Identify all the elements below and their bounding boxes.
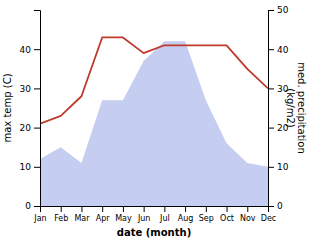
tick: Jun: [137, 206, 151, 223]
tick-label: 40: [277, 45, 289, 55]
tick-label: 0: [25, 201, 31, 211]
tick: 10: [20, 162, 40, 172]
chart: JanFebMarAprMayJunJulAugSepOctNovDec0102…: [0, 0, 318, 242]
tick-label: 30: [20, 84, 32, 94]
tick-label: Nov: [240, 214, 256, 223]
area: [40, 41, 268, 206]
tick-mark: [268, 128, 274, 129]
tick-mark: [227, 206, 228, 212]
axis-line: [269, 11, 275, 207]
tick-label: Oct: [220, 214, 234, 223]
tick: 20: [20, 123, 40, 133]
tick-label: Jul: [159, 214, 170, 223]
tick-label: Mar: [74, 214, 90, 223]
tick: Oct: [220, 206, 234, 223]
y2-axis-title: med. precipitation(kg/m2): [285, 62, 308, 154]
tick-mark: [206, 206, 207, 212]
tick-label: Dec: [261, 214, 276, 223]
tick-label: Feb: [54, 214, 68, 223]
tick-mark: [268, 88, 274, 89]
tick: Feb: [54, 206, 68, 223]
tick-mark: [185, 206, 186, 212]
plot-area: JanFebMarAprMayJunJulAugSepOctNovDec0102…: [20, 5, 289, 222]
x-axis-title: date (month): [117, 227, 191, 238]
tick-label: 0: [277, 201, 283, 211]
tick: 30: [20, 84, 40, 94]
y-axis-title: max temp (C): [2, 73, 13, 142]
tick-mark: [268, 49, 274, 50]
tick-label: 50: [277, 5, 289, 15]
tick: 0: [268, 201, 283, 211]
tick-mark: [34, 49, 40, 50]
tick-mark: [268, 206, 274, 207]
tick-mark: [34, 128, 40, 129]
tick-label: Jan: [33, 214, 46, 223]
tick-mark: [144, 206, 145, 212]
line: [40, 37, 268, 123]
tick-mark: [268, 10, 274, 11]
tick: Sep: [199, 206, 214, 223]
tick-mark: [102, 206, 103, 212]
tick: Apr: [96, 206, 111, 223]
tick-mark: [34, 206, 40, 207]
tick: Nov: [240, 206, 256, 223]
tick-mark: [247, 206, 248, 212]
tick-mark: [123, 206, 124, 212]
tick: May: [115, 206, 132, 223]
tick: 40: [268, 45, 289, 55]
tick-mark: [164, 206, 165, 212]
tick: Jan: [33, 206, 46, 223]
tick-label: 20: [20, 123, 32, 133]
y2-axis-title-line: (kg/m2): [285, 88, 296, 128]
tick-mark: [61, 206, 62, 212]
tick: Aug: [178, 206, 194, 223]
tick-label: 10: [20, 162, 32, 172]
tick-label: Jun: [137, 214, 151, 223]
tick: Jul: [159, 206, 170, 223]
tick: Mar: [74, 206, 90, 223]
tick-mark: [34, 167, 40, 168]
tick-mark: [34, 88, 40, 89]
y-axis: 0 10 20 30 40: [20, 11, 41, 212]
tick-label: 10: [277, 162, 289, 172]
marks: [40, 37, 268, 206]
tick-label: Sep: [199, 214, 214, 223]
tick-mark: [268, 167, 274, 168]
tick-label: Aug: [178, 214, 194, 223]
tick-label: May: [115, 214, 132, 223]
tick-label: Apr: [96, 214, 111, 223]
tick: 50: [268, 5, 289, 15]
tick-mark: [81, 206, 82, 212]
tick: 0: [25, 201, 40, 211]
axis-line: [41, 207, 269, 213]
x-axis: Jan Feb Mar Apr May Jun Jul Aug Sep Oct Nov Dec: [33, 206, 276, 223]
tick: 10: [268, 162, 289, 172]
tick: 40: [20, 45, 40, 55]
axis-line: [34, 11, 41, 207]
tick: Dec: [261, 206, 276, 223]
tick-label: 40: [20, 45, 32, 55]
y2-axis-title-line: med. precipitation: [296, 62, 307, 154]
